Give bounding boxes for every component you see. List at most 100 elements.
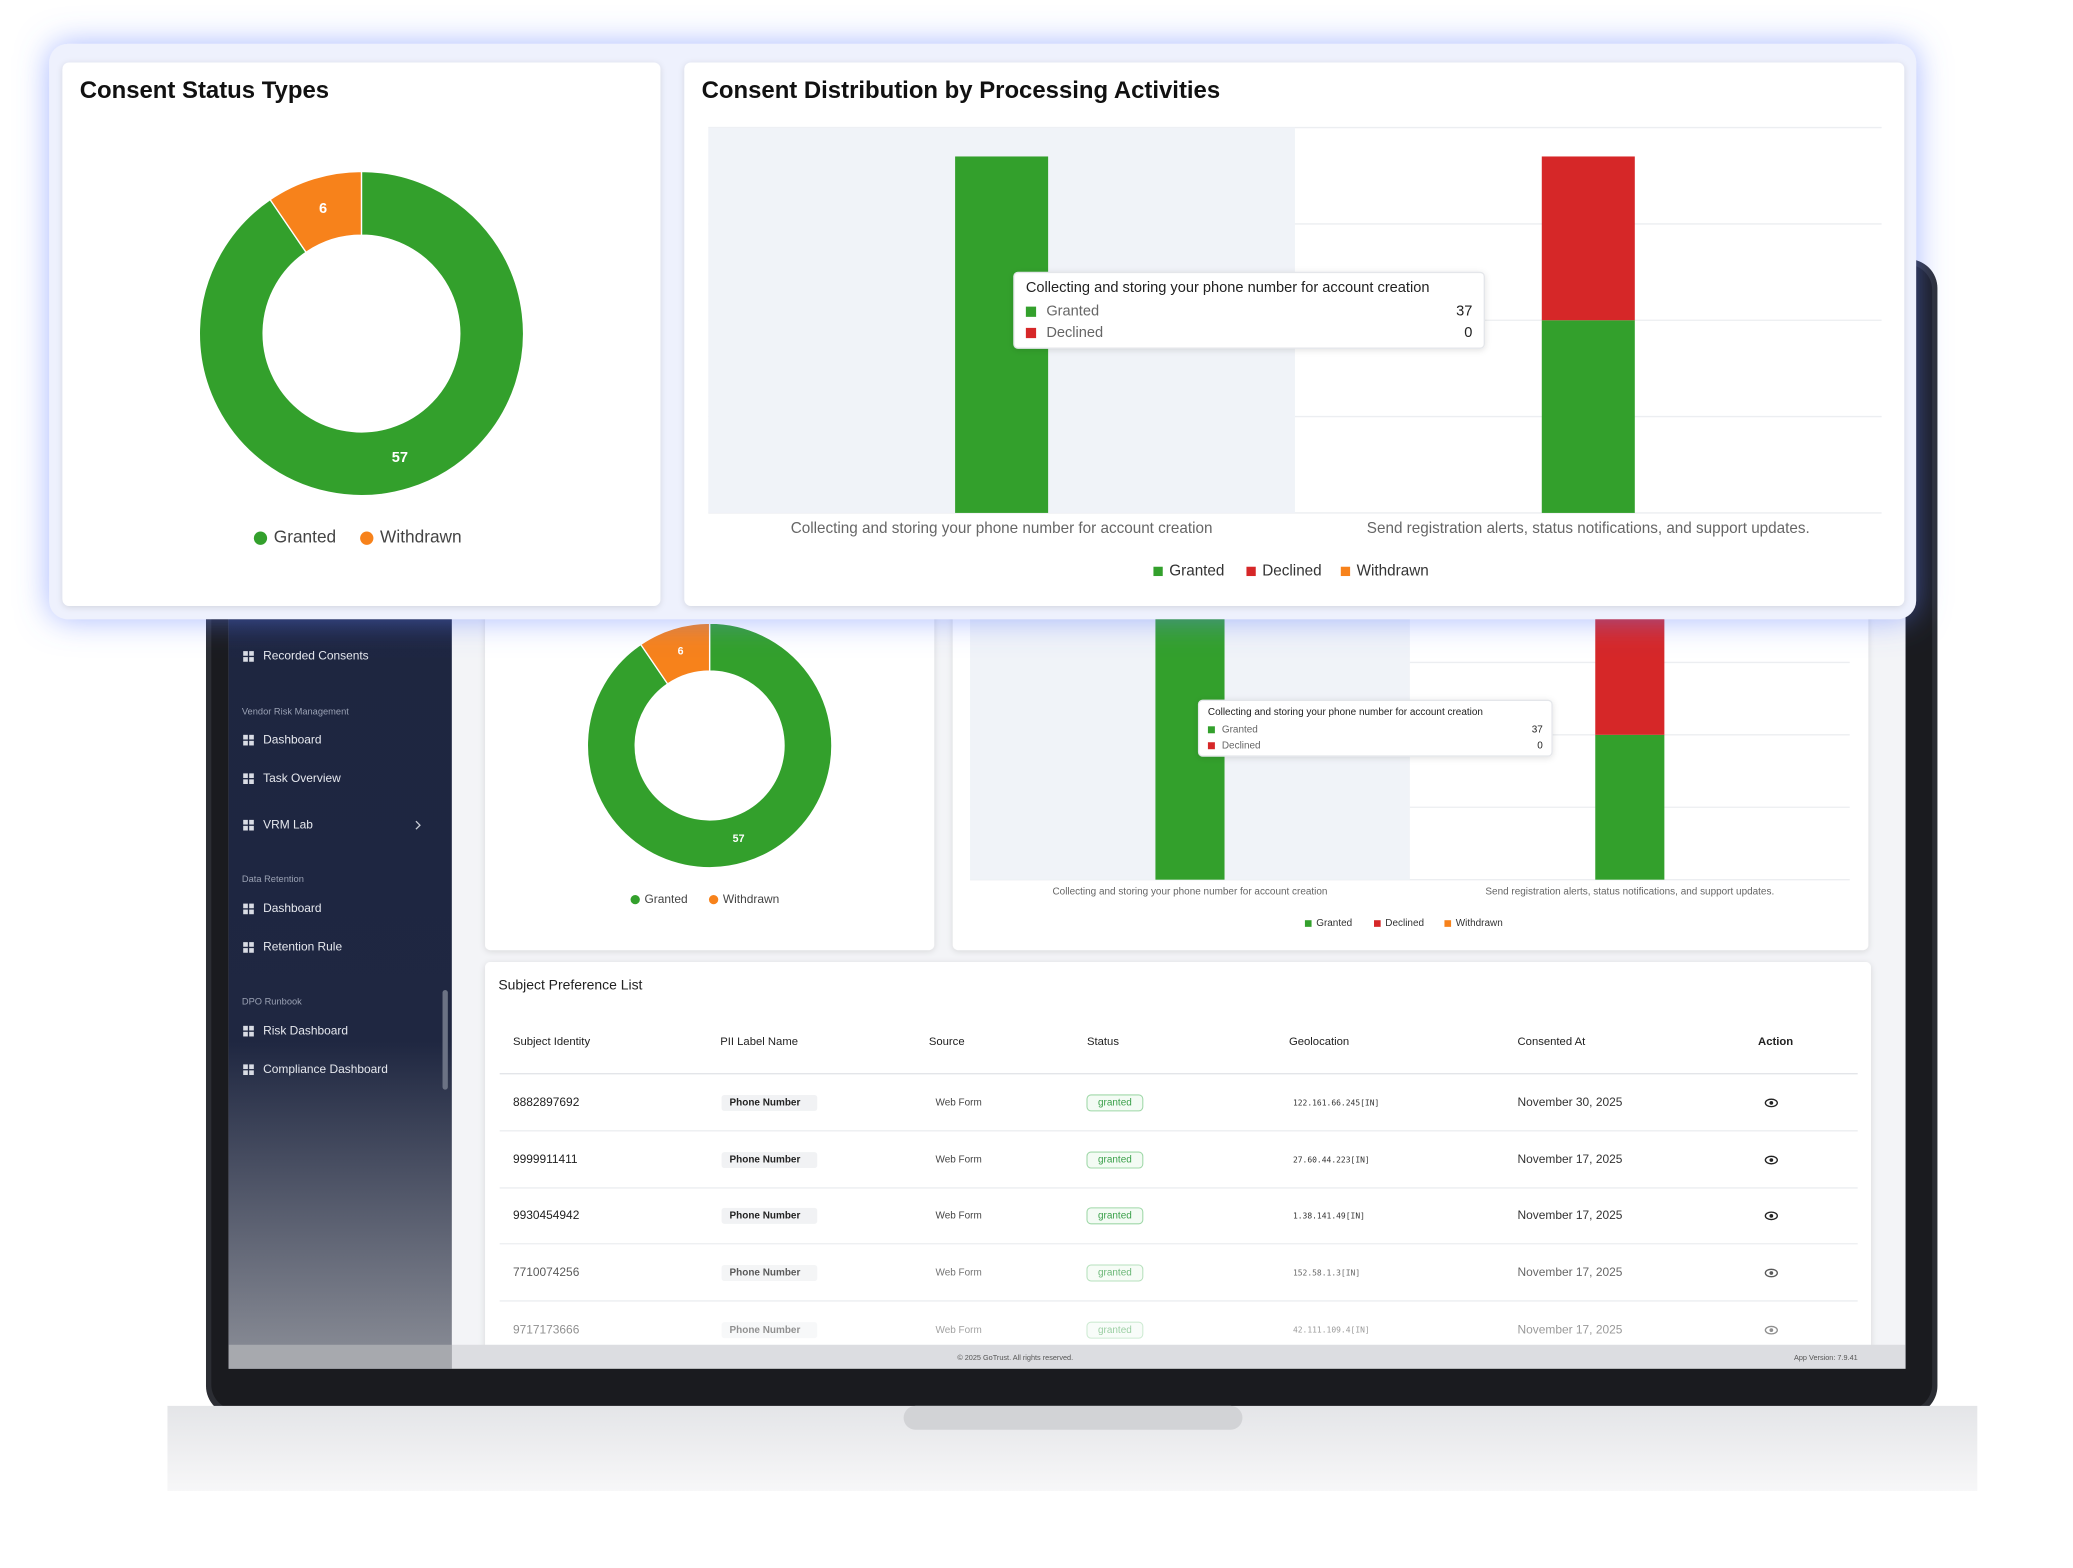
cell-geo: 1.38.141.49[IN]	[1293, 1211, 1365, 1220]
cell-date: November 17, 2025	[1518, 1152, 1623, 1166]
sidebar-icon	[249, 1064, 254, 1070]
sidebar-item: Dashboard	[263, 901, 321, 915]
cell-date: November 17, 2025	[1518, 1265, 1623, 1279]
legend-swatch	[1153, 566, 1163, 577]
legend-label: Declined	[1385, 918, 1424, 929]
view-icon-pupil	[1769, 1214, 1774, 1218]
donut-value-label: 57	[392, 450, 408, 466]
cell-source: Web Form	[936, 1325, 982, 1336]
view-icon[interactable]	[1764, 1325, 1778, 1335]
cell-pii: Phone Number	[730, 1155, 801, 1166]
cell-geo: 27.60.44.223[IN]	[1293, 1156, 1370, 1165]
tooltip-value: 37	[1456, 304, 1472, 320]
table-title: Subject Preference List	[498, 977, 642, 993]
table-card	[485, 962, 1871, 1361]
donut-title: Consent Status Types	[80, 77, 329, 104]
cell-source: Web Form	[936, 1155, 982, 1166]
legend-label: Granted	[1316, 918, 1352, 929]
legend-label: Withdrawn	[1456, 918, 1503, 929]
view-icon[interactable]	[1764, 1155, 1778, 1165]
sidebar-icon	[249, 1025, 254, 1031]
sidebar-icon	[243, 651, 248, 656]
bar-title: Consent Distribution by Processing Activ…	[702, 77, 1221, 104]
view-icon[interactable]	[1764, 1211, 1778, 1221]
sidebar-item: VRM Lab	[263, 817, 313, 831]
sidebar-icon	[243, 948, 248, 953]
sidebar-icon	[249, 942, 254, 947]
legend-swatch	[360, 531, 374, 545]
legend-label: Withdrawn	[723, 892, 779, 906]
tooltip-swatch	[1025, 306, 1037, 317]
sidebar-icon	[249, 909, 254, 915]
cell-geo: 152.58.1.3[IN]	[1293, 1269, 1360, 1278]
status-badge	[1086, 1264, 1144, 1282]
sidebar-item: Task Overview	[263, 771, 341, 785]
tooltip-series: Granted	[1222, 724, 1258, 735]
cell-subject: 9930454942	[513, 1208, 580, 1222]
legend-label: Granted	[274, 527, 336, 547]
cell-source: Web Form	[936, 1098, 982, 1109]
legend-label: Granted	[1169, 562, 1224, 579]
tooltip-swatch	[1025, 327, 1037, 339]
cell-source: Web Form	[936, 1268, 982, 1279]
table-header: Action	[1758, 1036, 1793, 1048]
legend-label: Withdrawn	[380, 527, 462, 547]
donut-slice	[198, 170, 525, 497]
sidebar-scrollbar	[442, 989, 448, 1090]
sidebar-icon	[249, 734, 254, 740]
view-icon[interactable]	[1764, 1098, 1778, 1108]
sidebar-icon	[243, 779, 248, 784]
cell-subject: 9717173666	[513, 1322, 580, 1336]
tooltip-value: 0	[1464, 325, 1472, 341]
cell-status: granted	[1098, 1210, 1132, 1221]
view-icon[interactable]	[1764, 1268, 1778, 1278]
bar-segment	[1595, 611, 1665, 735]
sidebar-item: Recorded Consents	[263, 649, 369, 663]
bar-segment	[1595, 734, 1665, 880]
tooltip-series: Granted	[1046, 304, 1099, 320]
cell-geo: 122.161.66.245[IN]	[1293, 1098, 1379, 1107]
donut-value-label: 57	[733, 833, 745, 845]
footer-version: App Version: 7.9.41	[1794, 1353, 1858, 1362]
sidebar-icon	[249, 651, 254, 656]
sidebar-item: Compliance Dashboard	[263, 1062, 388, 1076]
sidebar-icon	[243, 942, 248, 947]
table-row: 9999911411 Phone Number Web Form granted 27.…	[513, 1151, 1778, 1169]
tooltip	[1197, 699, 1553, 757]
donut-slice	[269, 170, 363, 254]
sidebar-icon	[243, 825, 248, 831]
tooltip-value: 0	[1537, 740, 1543, 751]
donut-slice	[586, 622, 833, 869]
pii-badge	[721, 1152, 818, 1169]
sidebar-section-title: Vendor Risk Management	[242, 707, 349, 717]
legend-label: Granted	[644, 892, 687, 906]
cell-pii: Phone Number	[730, 1098, 801, 1109]
legend-swatch	[1374, 920, 1381, 927]
table-row: 8882897692 Phone Number Web Form granted 122…	[513, 1094, 1778, 1112]
sidebar-icon	[249, 1031, 254, 1037]
sidebar-icon	[243, 773, 248, 779]
cell-subject: 9999911411	[513, 1152, 578, 1166]
sidebar-icon	[249, 773, 254, 779]
legend-swatch	[708, 894, 719, 905]
view-icon-pupil	[1769, 1328, 1774, 1333]
table-header: Source	[929, 1036, 965, 1048]
legend-swatch	[1304, 920, 1312, 927]
sidebar-icon	[249, 657, 254, 662]
x-tick-label: Collecting and storing your phone number…	[1052, 886, 1327, 897]
tooltip-title: Collecting and storing your phone number…	[1026, 280, 1430, 296]
cell-date: November 17, 2025	[1518, 1208, 1623, 1222]
table-header: PII Label Name	[720, 1036, 798, 1048]
sidebar-icon	[249, 903, 254, 909]
floating-panel: Consent Status Types Consent Distributio…	[49, 43, 1917, 620]
cell-pii: Phone Number	[730, 1210, 801, 1221]
legend-swatch	[630, 894, 640, 905]
sidebar-icon	[243, 1070, 248, 1076]
sidebar-icon	[243, 1025, 248, 1031]
cell-geo: 42.111.109.4[IN]	[1293, 1326, 1370, 1335]
sidebar-icon	[249, 1070, 254, 1076]
table-row: 9930454942 Phone Number Web Form granted 1.3…	[513, 1207, 1778, 1225]
